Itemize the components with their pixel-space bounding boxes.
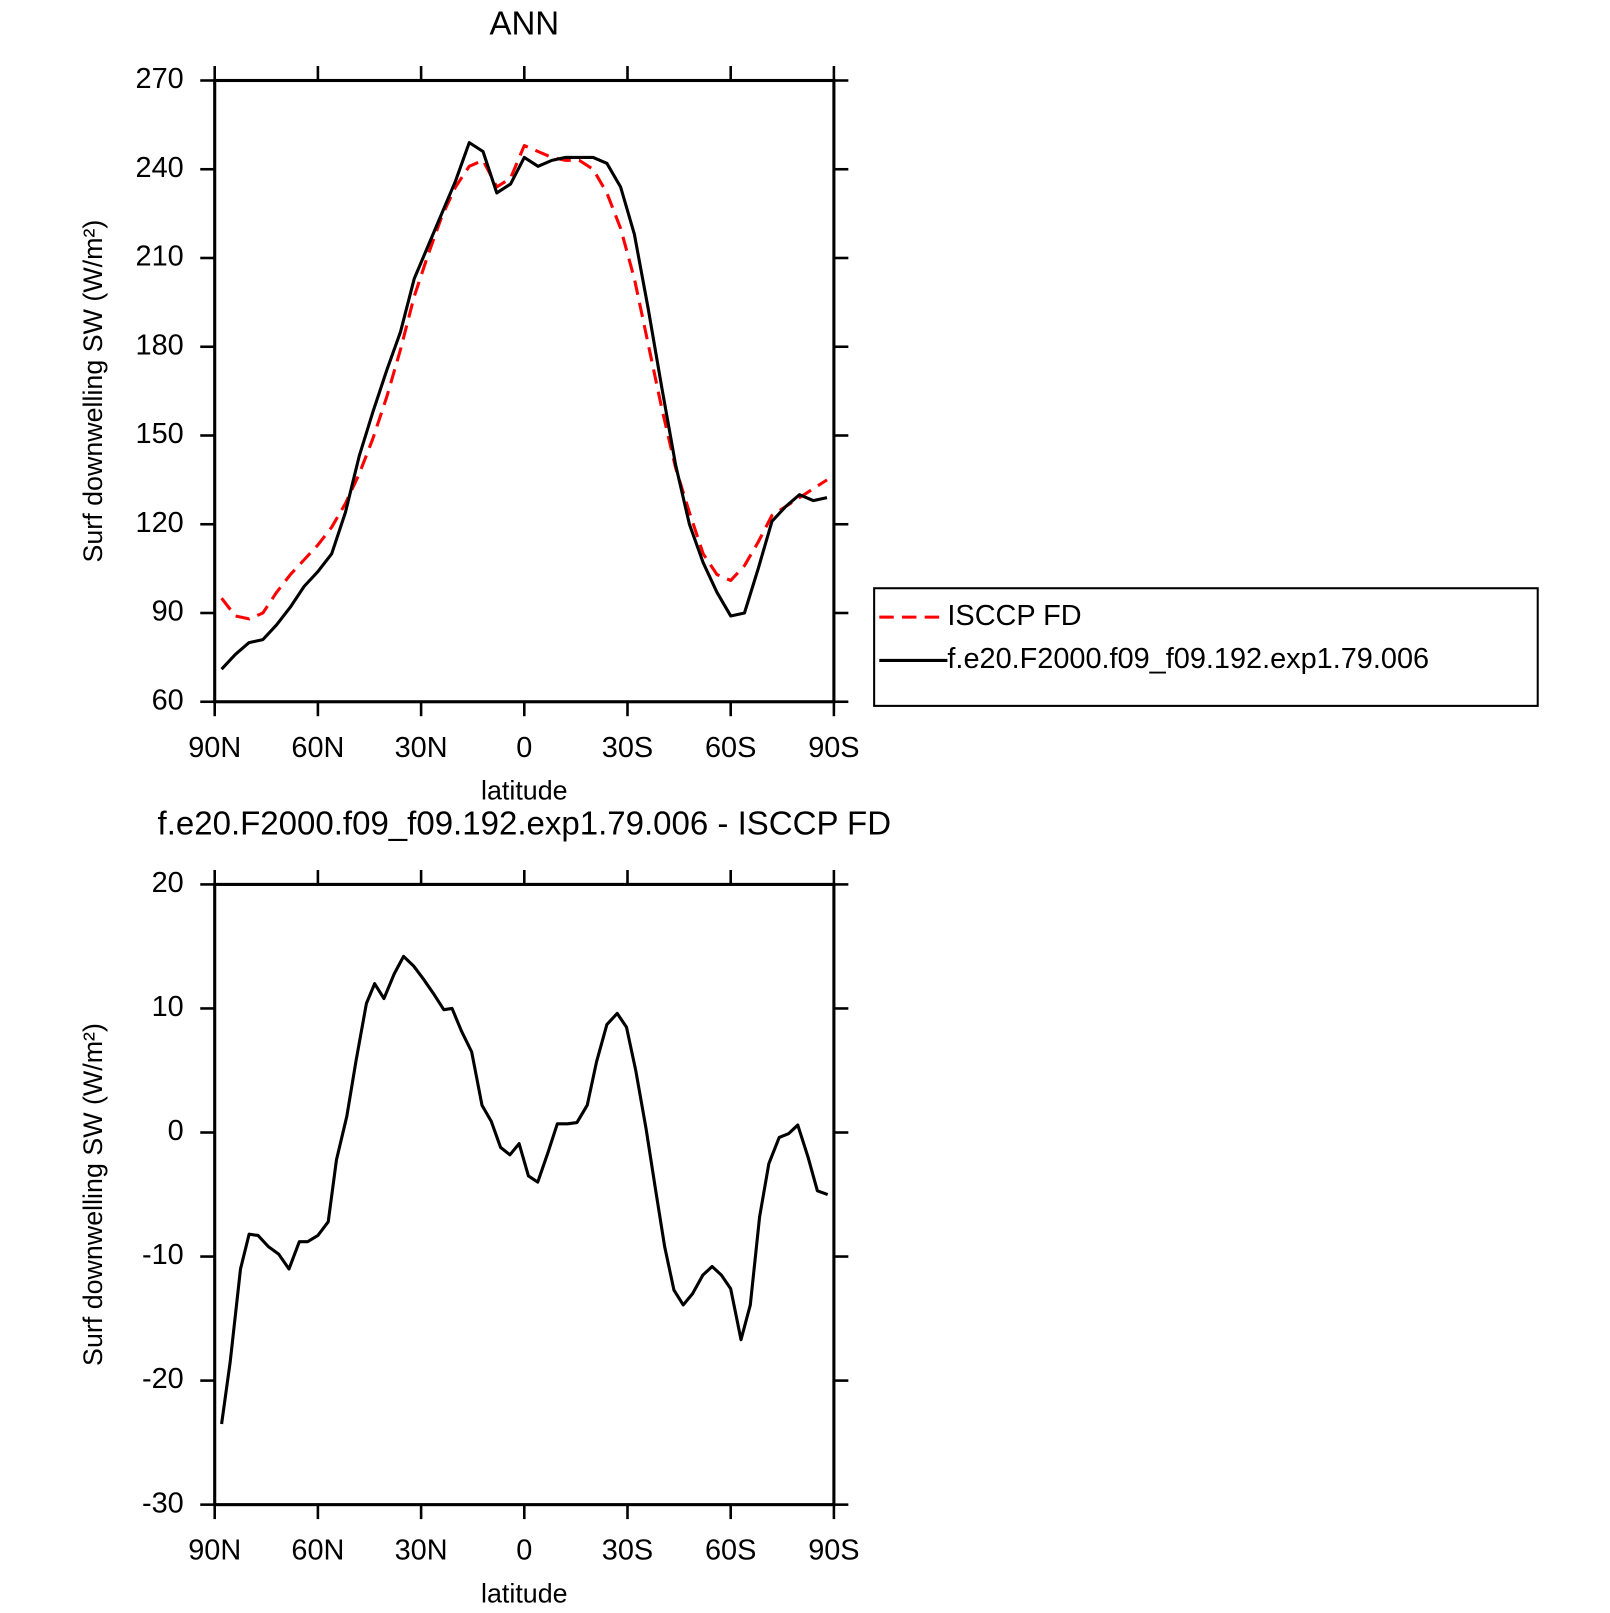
x-tick-label: 60N xyxy=(291,732,344,764)
y-tick-label: 180 xyxy=(136,329,184,361)
data-line xyxy=(220,144,828,621)
y-tick-label: 10 xyxy=(152,991,184,1023)
y-tick-label: 120 xyxy=(136,507,184,539)
x-tick-label: 60S xyxy=(705,1535,756,1567)
y-axis-label: Surf downwelling SW (W/m²) xyxy=(78,220,108,563)
y-tick-label: 20 xyxy=(152,867,184,899)
y-tick-label: 240 xyxy=(136,152,184,184)
legend-label: ISCCP FD xyxy=(947,600,1081,632)
y-axis-label: Surf downwelling SW (W/m²) xyxy=(78,1023,108,1366)
y-tick-label: -20 xyxy=(142,1363,184,1395)
x-tick-label: 0 xyxy=(516,1535,532,1567)
y-tick-label: 270 xyxy=(136,63,184,95)
x-axis-label: latitude xyxy=(481,776,568,806)
y-tick-label: 150 xyxy=(136,418,184,450)
y-tick-label: 0 xyxy=(168,1115,184,1147)
x-tick-label: 30N xyxy=(395,1535,448,1567)
y-tick-label: 90 xyxy=(152,596,184,628)
x-tick-label: 90N xyxy=(188,1535,241,1567)
x-tick-label: 0 xyxy=(516,732,532,764)
y-tick-label: 210 xyxy=(136,241,184,273)
y-tick-label: 60 xyxy=(152,684,184,716)
x-axis-label: latitude xyxy=(481,1579,568,1609)
plot-frame xyxy=(213,78,836,704)
x-tick-label: 90S xyxy=(808,1535,859,1567)
x-tick-label: 60N xyxy=(291,1535,344,1567)
x-tick-label: 90N xyxy=(188,732,241,764)
chart-title: ANN xyxy=(489,5,559,42)
plot-frame xyxy=(213,882,836,1507)
chart-title: f.e20.F2000.f09_f09.192.exp1.79.006 - IS… xyxy=(158,804,892,841)
y-tick-label: -10 xyxy=(142,1239,184,1271)
data-line xyxy=(220,954,829,1425)
legend-label: f.e20.F2000.f09_f09.192.exp1.79.006 xyxy=(947,643,1429,675)
data-line xyxy=(220,141,828,671)
x-tick-label: 90S xyxy=(808,732,859,764)
x-tick-label: 30S xyxy=(602,732,653,764)
x-tick-label: 30S xyxy=(602,1535,653,1567)
x-tick-label: 60S xyxy=(705,732,756,764)
legend-box xyxy=(873,587,1539,707)
x-tick-label: 30N xyxy=(395,732,448,764)
y-tick-label: -30 xyxy=(142,1487,184,1519)
